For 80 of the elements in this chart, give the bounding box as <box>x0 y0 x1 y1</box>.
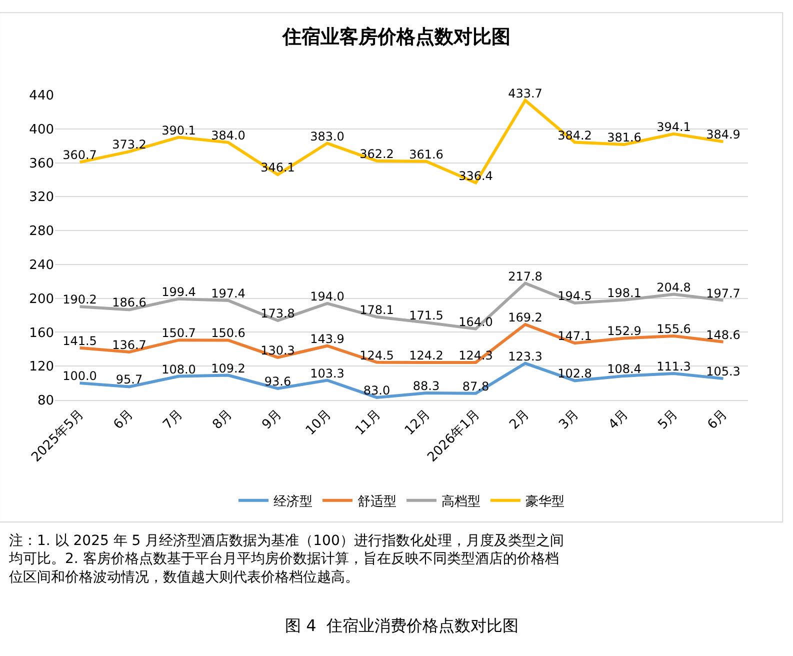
x-tick-label: 11月 <box>352 406 384 438</box>
data-label: 143.9 <box>310 332 344 346</box>
data-label: 105.3 <box>706 364 740 379</box>
data-label: 199.4 <box>162 284 196 299</box>
data-label: 147.1 <box>558 329 592 344</box>
data-label: 383.0 <box>310 129 344 144</box>
data-label: 88.3 <box>412 378 440 393</box>
data-label: 124.5 <box>360 348 394 362</box>
data-label: 136.7 <box>112 338 146 352</box>
data-label: 103.3 <box>310 366 344 380</box>
data-label: 150.6 <box>211 326 246 340</box>
data-label: 373.2 <box>112 138 146 152</box>
legend-label: 经济型 <box>274 494 312 510</box>
y-tick-label: 80 <box>37 394 54 409</box>
data-label: 390.1 <box>162 123 196 138</box>
y-tick-label: 120 <box>29 360 54 375</box>
legend-label: 豪华型 <box>526 494 564 510</box>
data-label: 394.1 <box>656 120 691 134</box>
data-label: 152.9 <box>607 324 642 338</box>
data-label: 95.7 <box>116 372 143 387</box>
data-label: 361.6 <box>409 147 444 162</box>
x-tick-label: 4月 <box>606 406 632 433</box>
data-label: 150.7 <box>162 326 196 340</box>
data-label: 217.8 <box>508 269 542 284</box>
data-label: 384.9 <box>706 128 740 142</box>
y-tick-label: 160 <box>29 326 54 341</box>
data-label: 148.6 <box>706 328 740 342</box>
data-label: 83.0 <box>363 383 390 398</box>
y-tick-label: 400 <box>29 122 54 138</box>
text: 注：1. 以 2025 年 5 月经济型酒店数据为基准（100）进行指数化处理，月度及类型之间均可比。2. 客房价格点数基于平台月平均房价数据计算，旨在反映不同类型酒店的价格档位区间和价格波动情况，数值越大则代表价格档位越高。 <box>8 533 564 586</box>
data-label: 186.6 <box>112 296 146 310</box>
x-tick-label: 7月 <box>160 406 186 433</box>
data-label: 141.5 <box>62 334 97 348</box>
x-tick-label: 12月 <box>402 406 434 438</box>
data-label: 108.4 <box>607 362 642 376</box>
data-label: 194.5 <box>558 288 592 303</box>
y-tick-label: 200 <box>29 292 54 307</box>
y-tick-label: 240 <box>29 258 54 273</box>
data-label: 178.1 <box>360 302 394 317</box>
data-label: 173.8 <box>260 306 295 321</box>
data-label: 102.8 <box>558 366 592 381</box>
data-label: 194.0 <box>310 289 344 304</box>
y-tick-label: 440 <box>29 88 54 104</box>
x-tick-label: 6月 <box>111 406 137 433</box>
data-label: 130.3 <box>260 343 295 358</box>
data-label: 108.0 <box>162 362 196 376</box>
data-label: 164.0 <box>458 314 493 329</box>
x-tick-label: 2月 <box>507 406 533 433</box>
data-label: 155.6 <box>656 322 691 336</box>
data-label: 171.5 <box>409 308 444 322</box>
legend-label: 舒适型 <box>358 494 396 510</box>
data-label: 362.2 <box>360 146 394 161</box>
chart-title: 住宿业客房价格点数对比图 <box>282 26 510 48</box>
caption: 图 4 住宿业消费价格点数对比图 <box>285 616 518 635</box>
data-label: 204.8 <box>656 280 691 294</box>
data-label: 197.7 <box>706 286 740 300</box>
data-label: 93.6 <box>264 374 292 388</box>
data-label: 360.7 <box>62 148 97 162</box>
data-label: 123.3 <box>508 349 542 364</box>
data-label: 109.2 <box>211 361 246 376</box>
data-label: 198.1 <box>607 286 642 300</box>
y-tick-label: 320 <box>29 190 54 206</box>
x-tick-label: 5月 <box>656 406 682 433</box>
y-tick-label: 280 <box>29 224 54 240</box>
data-label: 124.2 <box>409 348 444 363</box>
x-tick-label: 10月 <box>303 406 335 438</box>
data-label: 190.2 <box>62 292 97 307</box>
x-tick-label: 3月 <box>556 406 582 433</box>
x-tick-label: 9月 <box>260 406 286 433</box>
data-label: 111.3 <box>656 359 691 374</box>
data-label: 384.0 <box>211 128 246 142</box>
data-label: 381.6 <box>607 130 642 144</box>
data-label: 169.2 <box>508 310 542 324</box>
legend-label: 高档型 <box>442 493 480 510</box>
y-tick-label: 360 <box>29 156 54 172</box>
x-tick-label: 8月 <box>210 406 236 433</box>
x-tick-label: 6月 <box>705 406 731 433</box>
data-label: 433.7 <box>508 86 542 100</box>
data-label: 100.0 <box>62 369 97 384</box>
data-label: 197.4 <box>211 286 246 301</box>
